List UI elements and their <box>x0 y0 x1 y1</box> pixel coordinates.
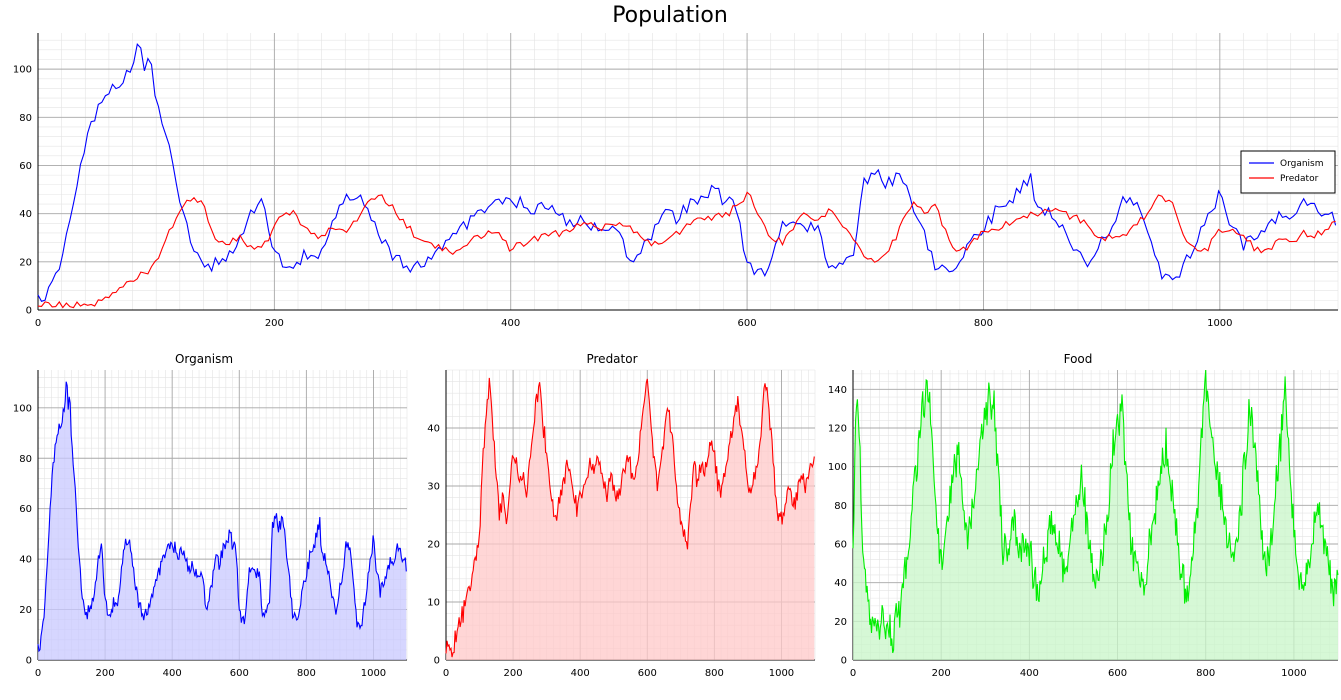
legend-organism-label: Organism <box>1280 159 1324 169</box>
population-y-tick-label: 40 <box>19 209 32 220</box>
predator-y-tick-label: 40 <box>427 424 440 435</box>
food-x-tick-label: 0 <box>850 668 856 679</box>
organism-x-tick-label: 200 <box>96 668 115 679</box>
predator-y-tick-label: 30 <box>427 482 440 493</box>
organism-x-tick-label: 600 <box>230 668 249 679</box>
predator-title: Predator <box>586 352 637 366</box>
population-title: Population <box>612 3 728 28</box>
food-x-tick-label: 1000 <box>1281 668 1306 679</box>
organism-x-tick-label: 800 <box>297 668 316 679</box>
population-x-tick-label: 1000 <box>1207 318 1232 329</box>
population-y-tick-label: 80 <box>19 113 32 124</box>
organism-y-tick-label: 80 <box>19 454 32 465</box>
predator-x-tick-label: 400 <box>571 668 590 679</box>
predator-area-fill <box>446 377 815 660</box>
population-y-tick-label: 100 <box>13 65 32 76</box>
population-x-tick-label: 800 <box>974 318 993 329</box>
food-y-tick-label: 20 <box>834 617 847 628</box>
predator-x-tick-label: 1000 <box>769 668 794 679</box>
food-x-tick-label: 200 <box>932 668 951 679</box>
organism-y-tick-label: 0 <box>26 656 32 667</box>
legend-predator-label: Predator <box>1280 174 1319 184</box>
food-series-line <box>852 369 1339 654</box>
population-x-tick-label: 200 <box>265 318 284 329</box>
food-area-fill <box>853 370 1338 660</box>
population-y-tick-label: 20 <box>19 257 32 268</box>
organism-series-line <box>37 381 407 653</box>
predator-y-tick-label: 10 <box>427 598 440 609</box>
organism-y-tick-label: 20 <box>19 605 32 616</box>
legend-box <box>1240 150 1336 194</box>
population-axes: 0 200 400 600 800 1000 0 20 40 60 80 100 <box>13 33 1339 329</box>
food-y-tick-label: 60 <box>834 540 847 551</box>
series-line-predator <box>37 191 1336 309</box>
organism-x-tick-label: 0 <box>35 668 41 679</box>
food-title: Food <box>1064 352 1093 366</box>
predator-x-tick-label: 0 <box>443 668 449 679</box>
organism-x-tick-label: 400 <box>163 668 182 679</box>
predator-x-tick-label: 200 <box>504 668 523 679</box>
predator-y-tick-label: 20 <box>427 540 440 551</box>
food-x-tick-label: 800 <box>1196 668 1215 679</box>
organism-area-fill <box>38 381 407 660</box>
food-y-tick-label: 100 <box>828 462 847 473</box>
predator-x-tick-label: 800 <box>705 668 724 679</box>
population-y-tick-label: 60 <box>19 161 32 172</box>
food-y-tick-label: 40 <box>834 578 847 589</box>
population-x-tick-label: 600 <box>738 318 757 329</box>
predator-x-tick-label: 600 <box>638 668 657 679</box>
organism-title: Organism <box>175 352 233 366</box>
population-x-tick-label: 0 <box>35 318 41 329</box>
population-y-tick-label: 0 <box>26 306 32 317</box>
food-y-tick-label: 0 <box>841 656 847 667</box>
food-x-tick-label: 400 <box>1020 668 1039 679</box>
predator-series-line <box>445 377 815 658</box>
organism-y-tick-label: 60 <box>19 504 32 515</box>
population-x-tick-label: 400 <box>501 318 520 329</box>
organism-y-tick-label: 40 <box>19 555 32 566</box>
organism-y-tick-label: 100 <box>13 403 32 414</box>
predator-y-tick-label: 0 <box>434 656 440 667</box>
food-y-tick-label: 80 <box>834 501 847 512</box>
legend: Organism Predator <box>1240 150 1336 194</box>
series-line-organism <box>37 43 1337 302</box>
organism-x-tick-label: 1000 <box>361 668 386 679</box>
food-x-tick-label: 600 <box>1108 668 1127 679</box>
food-y-tick-label: 120 <box>828 424 847 435</box>
food-y-tick-label: 140 <box>828 385 847 396</box>
